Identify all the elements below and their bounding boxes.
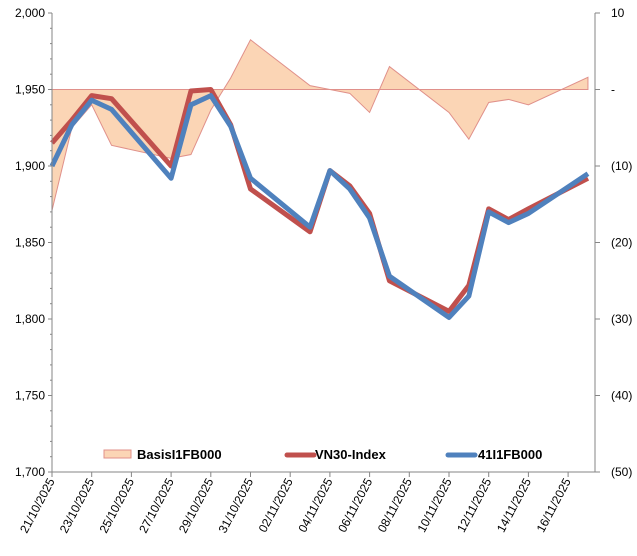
x-axis-tick-label: 08/11/2025 — [375, 476, 415, 535]
right-axis-tick-label: (30) — [611, 312, 632, 326]
left-axis-tick-label: 1,750 — [15, 389, 45, 403]
x-axis-tick-label: 02/11/2025 — [256, 476, 296, 535]
left-axis-tick-label: 1,950 — [15, 83, 45, 97]
legend-label-basis: BasisI1FB000 — [137, 447, 222, 462]
left-axis-tick-label: 1,800 — [15, 312, 45, 326]
x-axis-tick-label: 12/11/2025 — [454, 476, 494, 535]
right-axis-tick-label: (40) — [611, 389, 632, 403]
legend-swatch-basis — [104, 450, 131, 458]
left-axis-tick-label: 1,850 — [15, 236, 45, 250]
left-axis-tick-label: 2,000 — [15, 6, 45, 20]
x-axis-tick-label: 14/11/2025 — [494, 476, 534, 535]
right-axis-tick-label: - — [611, 83, 615, 97]
x-axis-tick-label: 27/10/2025 — [136, 476, 177, 536]
x-axis-tick-label: 31/10/2025 — [216, 476, 257, 536]
x-axis-tick-label: 21/10/2025 — [17, 476, 58, 536]
x-axis-tick-label: 29/10/2025 — [176, 476, 217, 536]
legend-label-41i1fb000: 41I1FB000 — [478, 447, 542, 462]
x-axis-tick-label: 04/11/2025 — [295, 476, 335, 535]
right-axis-tick-label: (20) — [611, 236, 632, 250]
left-axis-tick-label: 1,700 — [15, 465, 45, 479]
x-axis-tick-label: 06/11/2025 — [335, 476, 375, 535]
left-axis-tick-label: 1,900 — [15, 159, 45, 173]
plot-area — [52, 40, 588, 318]
legend: BasisI1FB000 VN30-Index 41I1FB000 — [104, 447, 542, 462]
right-axis-tick-label: (50) — [611, 465, 632, 479]
right-axis-tick-label: (10) — [611, 159, 632, 173]
x-axis-tick-label: 16/11/2025 — [534, 476, 574, 535]
x-axis-tick-label: 10/11/2025 — [415, 476, 455, 535]
legend-label-vn30: VN30-Index — [315, 447, 387, 462]
x-axis-tick-label: 23/10/2025 — [57, 476, 98, 536]
x-axis-tick-label: 25/10/2025 — [96, 476, 137, 536]
right-axis-tick-label: 10 — [611, 6, 625, 20]
